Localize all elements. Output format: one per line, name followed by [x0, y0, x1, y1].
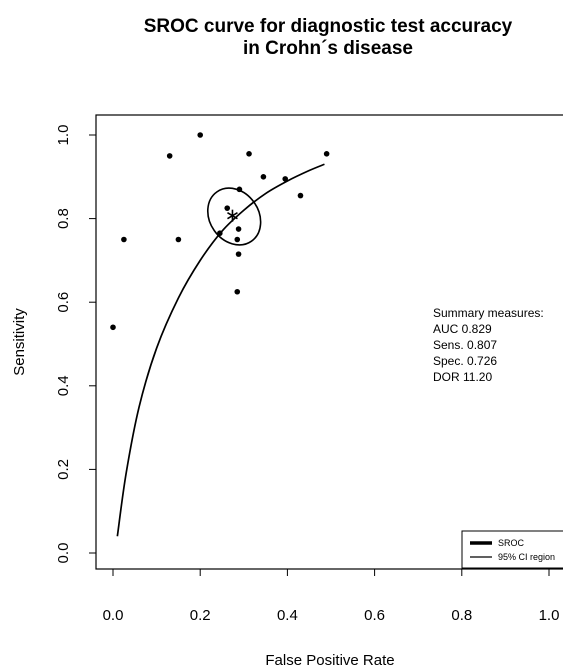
- y-tick-label: 0.4: [55, 375, 72, 396]
- legend-ci-label: 95% CI region: [498, 552, 555, 562]
- study-point: [234, 236, 241, 243]
- summary-measure-line: DOR 11.20: [433, 370, 492, 384]
- study-point: [297, 192, 304, 199]
- study-point: [217, 230, 223, 237]
- summary-measures: Summary measures: AUC 0.829 Sens. 0.807 Spe…: [433, 306, 544, 384]
- study-point: [166, 153, 173, 159]
- x-tick-label: 1.0: [539, 607, 560, 624]
- x-tick-label: 0.4: [277, 607, 298, 624]
- study-point: [234, 288, 241, 295]
- study-point: [197, 132, 203, 138]
- summary-measure-line: Spec. 0.726: [433, 354, 497, 368]
- y-tick-label: 0.0: [55, 543, 72, 564]
- legend: SROC 95% CI region: [461, 530, 563, 569]
- study-point: [260, 174, 267, 180]
- summary-point-stroke: [227, 211, 238, 220]
- study-point: [121, 236, 127, 243]
- summary-measure-line: Summary measures:: [433, 306, 544, 320]
- x-tick-label: 0.0: [103, 607, 124, 624]
- study-point: [235, 226, 242, 232]
- x-axis-title: False Positive Rate: [265, 652, 394, 666]
- y-tick-label: 0.8: [55, 208, 72, 229]
- summary-measure-line: Sens. 0.807: [433, 338, 497, 352]
- study-point: [110, 324, 116, 331]
- x-tick-label: 0.6: [364, 607, 385, 624]
- legend-box: [461, 530, 563, 569]
- study-point: [175, 236, 182, 243]
- y-axis-title: Sensitivity: [11, 308, 28, 376]
- sroc-curve: [116, 163, 325, 537]
- chart-title-line-2: in Crohn´s disease: [243, 38, 413, 59]
- study-point: [246, 151, 252, 157]
- x-tick-label: 0.2: [190, 607, 211, 624]
- confidence-region-ellipse: [206, 187, 262, 246]
- plot-area: [110, 132, 330, 537]
- study-point: [235, 251, 242, 257]
- x-axis: 0.0 0.2 0.4 0.6 0.8 1.0: [103, 568, 560, 624]
- chart-title: SROC curve for diagnostic test accuracy …: [144, 16, 513, 59]
- study-point: [282, 176, 289, 182]
- study-point: [323, 151, 330, 157]
- summary-point-marker: [227, 209, 238, 222]
- study-point: [236, 186, 243, 193]
- study-point: [224, 205, 231, 211]
- y-tick-label: 0.6: [55, 292, 72, 313]
- y-axis: 0.0 0.2 0.4 0.6 0.8 1.0: [55, 125, 97, 564]
- summary-measure-line: AUC 0.829: [433, 322, 492, 336]
- chart-title-line-1: SROC curve for diagnostic test accuracy: [144, 16, 513, 37]
- legend-sroc-label: SROC: [498, 538, 525, 548]
- x-tick-label: 0.8: [451, 607, 472, 624]
- y-tick-label: 0.2: [55, 459, 72, 480]
- y-tick-label: 1.0: [55, 125, 72, 146]
